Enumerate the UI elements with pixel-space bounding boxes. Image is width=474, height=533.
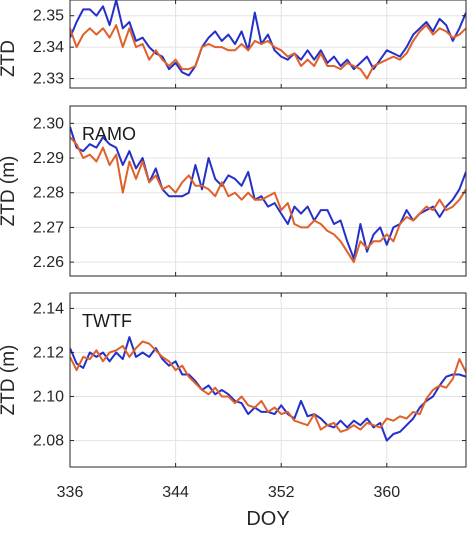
y-tick-label: 2.34 [33, 39, 64, 56]
y-tick-label: 2.28 [33, 185, 64, 202]
y-tick-label: 2.27 [33, 219, 64, 236]
x-tick-label: 352 [268, 484, 295, 501]
y-axis-label: ZTD [0, 40, 19, 77]
panel-3: 2.08 2.10 2.12 2.14 ZTD (m) TWTF 336 344 352 360 D… [0, 292, 467, 530]
orange-series-line [70, 340, 466, 433]
axes-frame [69, 0, 467, 89]
y-tick-label: 2.10 [33, 389, 64, 406]
y-tick-label: 2.35 [33, 8, 64, 25]
orange-series-line [70, 24, 466, 80]
panel-1: 2.33 2.34 2.35 ZTD [0, 0, 467, 89]
y-tick-label: 2.08 [33, 433, 64, 450]
station-label: TWTF [82, 311, 132, 331]
y-tick-label: 2.12 [33, 344, 64, 361]
axes-frame [69, 292, 467, 468]
axes-frame [69, 105, 467, 277]
y-tick-label: 2.33 [33, 71, 64, 88]
orange-series-line [70, 136, 466, 264]
station-label: RAMO [82, 124, 136, 144]
x-axis-label: DOY [246, 508, 289, 530]
blue-series-line [70, 0, 466, 77]
y-axis-label: ZTD (m) [0, 156, 19, 227]
x-tick-label: 344 [162, 484, 189, 501]
y-axis-label: ZTD (m) [0, 345, 19, 416]
y-tick-label: 2.29 [33, 150, 64, 167]
x-tick-label: 336 [57, 484, 84, 501]
y-tick-label: 2.26 [33, 254, 64, 271]
y-tick-label: 2.14 [33, 300, 64, 317]
panel-2: 2.26 2.27 2.28 2.29 2.30 ZTD (m) RAMO [0, 105, 467, 277]
y-tick-label: 2.30 [33, 115, 64, 132]
x-tick-label: 360 [373, 484, 400, 501]
